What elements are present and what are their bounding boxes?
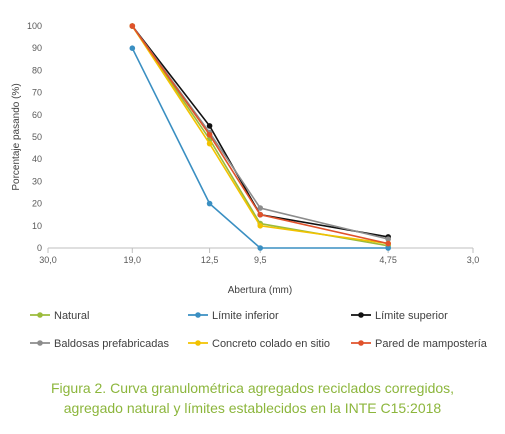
y-tick-label: 80 xyxy=(32,65,42,75)
y-tick-label: 20 xyxy=(32,199,42,209)
series-1 xyxy=(129,45,391,251)
legend-swatch-marker xyxy=(37,340,43,346)
data-point xyxy=(129,23,136,29)
data-point xyxy=(385,245,391,251)
caption-line-2: agregado natural y límites establecidos … xyxy=(63,400,442,416)
data-point xyxy=(385,240,391,247)
legend-swatch-marker xyxy=(37,312,43,318)
y-axis-title: Porcentaje pasando (%) xyxy=(11,83,22,190)
x-tick-label: 9,5 xyxy=(254,255,267,265)
data-point xyxy=(257,211,264,218)
data-point xyxy=(385,236,391,242)
legend-label: Pared de mampostería xyxy=(375,338,488,350)
series-line xyxy=(131,25,389,245)
legend-item: Límite superior xyxy=(351,310,448,322)
legend-item: Límite inferior xyxy=(188,310,279,322)
x-tick-label: 19,0 xyxy=(124,255,142,265)
data-point xyxy=(129,45,136,51)
series-5 xyxy=(129,23,391,247)
y-tick-label: 90 xyxy=(32,43,42,53)
data-point xyxy=(257,205,264,211)
data-point xyxy=(206,131,213,138)
legend-swatch-marker xyxy=(358,340,364,346)
series-3 xyxy=(129,23,391,242)
x-tick-label: 3,0 xyxy=(467,255,480,265)
y-tick-label: 100 xyxy=(27,21,42,31)
legend-item: Pared de mampostería xyxy=(351,338,488,350)
legend-label: Límite superior xyxy=(375,310,448,322)
data-point xyxy=(257,245,264,251)
data-point xyxy=(257,223,264,229)
legend: Natural Límite inferior Límite superior Bal… xyxy=(30,310,488,350)
y-tick-label: 70 xyxy=(32,88,42,98)
legend-label: Concreto colado en sitio xyxy=(212,338,330,350)
series-line xyxy=(131,25,389,245)
data-point xyxy=(206,140,213,147)
legend-item: Natural xyxy=(30,310,89,322)
x-tick-label: 30,0 xyxy=(39,255,57,265)
y-tick-label: 60 xyxy=(32,110,42,120)
y-tick-label: 10 xyxy=(32,221,42,231)
y-tick-label: 40 xyxy=(32,154,42,164)
axes: 0 10 20 30 40 50 60 70 80 90 100 30,0 19,0 12,5 9,5 4,7… xyxy=(27,21,479,265)
legend-swatch-marker xyxy=(195,340,201,346)
x-axis-title: Abertura (mm) xyxy=(228,285,292,296)
y-tick-label: 30 xyxy=(32,176,42,186)
caption-line-1: Figura 2. Curva granulométrica agregados… xyxy=(50,380,455,396)
legend-label: Baldosas prefabricadas xyxy=(54,338,169,350)
series-lines xyxy=(129,23,391,251)
x-tick-label: 12,5 xyxy=(201,255,219,265)
y-tick-label: 0 xyxy=(37,243,42,253)
y-tick-label: 50 xyxy=(32,132,42,142)
legend-swatch-marker xyxy=(195,312,201,318)
x-tick-label: 4,75 xyxy=(379,255,397,265)
legend-label: Natural xyxy=(54,310,89,322)
legend-label: Límite inferior xyxy=(212,310,279,322)
data-point xyxy=(206,200,213,207)
legend-item: Baldosas prefabricadas xyxy=(30,338,169,350)
legend-item: Concreto colado en sitio xyxy=(188,338,330,350)
data-point xyxy=(206,123,213,129)
series-line xyxy=(131,47,389,249)
legend-swatch-marker xyxy=(358,312,364,318)
figure-caption: Figura 2. Curva granulométrica agregados… xyxy=(0,378,505,418)
